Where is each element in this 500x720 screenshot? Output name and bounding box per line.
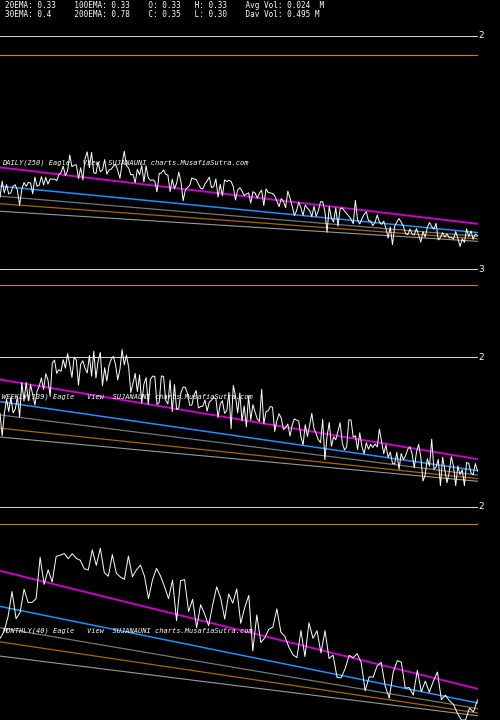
Text: 2: 2	[478, 31, 484, 40]
Text: 2: 2	[478, 503, 484, 511]
Text: 2: 2	[478, 353, 484, 362]
Text: DAILY(250) Eagle   View  SUJANAUNI charts.MusafiaSutra.com: DAILY(250) Eagle View SUJANAUNI charts.M…	[2, 159, 249, 166]
Text: 20EMA: 0.33    100EMA: 0.33    O: 0.33   H: 0.33    Avg Vol: 0.024  M: 20EMA: 0.33 100EMA: 0.33 O: 0.33 H: 0.33…	[5, 1, 324, 10]
Text: 3: 3	[478, 264, 484, 274]
Text: MONTHLY(40) Eagle   View  SUJANAUNI charts.MusafiaSutra.com: MONTHLY(40) Eagle View SUJANAUNI charts.…	[2, 628, 253, 634]
Text: 30EMA: 0.4     200EMA: 0.78    C: 0.35   L: 0.30    Day Vol: 0.495 M: 30EMA: 0.4 200EMA: 0.78 C: 0.35 L: 0.30 …	[5, 10, 320, 19]
Text: WEEKLY(139) Eagle   View  SUJANAUNI charts.MusafiaSutra.com: WEEKLY(139) Eagle View SUJANAUNI charts.…	[2, 393, 253, 400]
